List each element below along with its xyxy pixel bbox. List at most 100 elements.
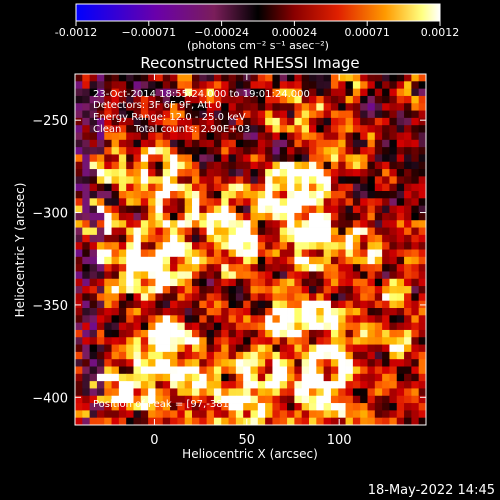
heatmap-cell — [330, 322, 339, 331]
heatmap-cell — [228, 315, 237, 324]
heatmap-cell — [235, 366, 244, 375]
heatmap-cell — [89, 322, 98, 331]
heatmap-cell — [206, 81, 215, 90]
heatmap-cell — [301, 308, 310, 316]
heatmap-cell — [82, 81, 91, 90]
heatmap-cell — [323, 198, 332, 207]
heatmap-cell — [228, 125, 237, 133]
heatmap-cell — [389, 417, 398, 425]
heatmap-cell — [75, 286, 83, 294]
heatmap-cell — [279, 198, 288, 207]
heatmap-cell — [309, 278, 317, 287]
heatmap-cell — [411, 278, 420, 287]
heatmap-cell — [309, 81, 317, 90]
heatmap-cell — [389, 227, 398, 236]
heatmap-cell — [155, 183, 164, 192]
heatmap-cell — [345, 256, 354, 265]
heatmap-cell — [257, 154, 266, 163]
heatmap-cell — [360, 329, 368, 338]
heatmap-cell — [82, 344, 91, 353]
heatmap-cell — [199, 344, 208, 353]
heatmap-cell — [111, 403, 120, 411]
heatmap-cell — [265, 315, 273, 324]
heatmap-cell — [243, 81, 251, 90]
heatmap-cell — [148, 359, 156, 367]
heatmap-cell — [104, 381, 112, 389]
heatmap-cell — [155, 110, 164, 119]
heatmap-cell — [184, 205, 193, 214]
heatmap-cell — [272, 359, 281, 367]
heatmap-cell — [104, 132, 112, 141]
heatmap-cell — [250, 154, 259, 163]
heatmap-cell — [235, 139, 244, 148]
heatmap-cell — [155, 322, 164, 331]
heatmap-cell — [287, 103, 295, 111]
heatmap-cell — [404, 132, 412, 141]
heatmap-cell — [330, 366, 339, 375]
heatmap-cell — [243, 271, 251, 280]
heatmap-cell — [177, 242, 186, 250]
heatmap-cell — [162, 234, 171, 243]
heatmap-cell — [104, 205, 112, 214]
heatmap-cell — [192, 322, 200, 331]
heatmap-cell — [257, 388, 266, 397]
heatmap-cell — [374, 315, 383, 324]
heatmap-cell — [265, 388, 273, 397]
heatmap-cell — [192, 176, 200, 185]
heatmap-cell — [265, 308, 273, 316]
heatmap-cell — [294, 329, 303, 338]
heatmap-cell — [374, 147, 383, 155]
heatmap-cell — [404, 198, 412, 207]
heatmap-cell — [309, 256, 317, 265]
heatmap-cell — [89, 403, 98, 411]
heatmap-cell — [279, 300, 288, 309]
heatmap-cell — [184, 242, 193, 250]
heatmap-cell — [265, 344, 273, 353]
heatmap-cell — [345, 264, 354, 272]
heatmap-cell — [184, 212, 193, 221]
heatmap-cell — [330, 95, 339, 104]
heatmap-cell — [396, 227, 405, 236]
heatmap-cell — [235, 300, 244, 309]
heatmap-cell — [206, 381, 215, 389]
heatmap-cell — [279, 88, 288, 97]
heatmap-cell — [316, 278, 325, 287]
heatmap-cell — [118, 212, 127, 221]
colorbar-tick-label: 0.00071 — [344, 26, 390, 39]
heatmap-cell — [192, 227, 200, 236]
heatmap-cell — [206, 322, 215, 331]
y-tick-label: −250 — [32, 114, 68, 129]
heatmap-cell — [411, 74, 420, 82]
heatmap-cell — [199, 147, 208, 155]
heatmap-cell — [360, 417, 368, 425]
heatmap-cell — [338, 373, 346, 382]
heatmap-cell — [367, 176, 376, 185]
heatmap-cell — [213, 81, 222, 90]
heatmap-cell — [301, 139, 310, 148]
heatmap-cell — [309, 249, 317, 258]
heatmap-cell — [411, 322, 420, 331]
heatmap-cell — [162, 147, 171, 155]
heatmap-cell — [243, 388, 251, 397]
heatmap-cell — [206, 183, 215, 192]
heatmap-cell — [118, 329, 127, 338]
heatmap-cell — [272, 117, 281, 126]
heatmap-cell — [316, 88, 325, 97]
heatmap-cell — [330, 264, 339, 272]
heatmap-cell — [126, 139, 134, 148]
heatmap-cell — [265, 351, 273, 360]
heatmap-cell — [301, 176, 310, 185]
heatmap-cell — [367, 286, 376, 294]
heatmap-cell — [162, 373, 171, 382]
heatmap-cell — [389, 117, 398, 126]
heatmap-cell — [352, 242, 361, 250]
heatmap-cell — [265, 395, 273, 404]
heatmap-cell — [228, 293, 237, 302]
heatmap-cell — [352, 183, 361, 192]
heatmap-cell — [177, 169, 186, 177]
heatmap-cell — [89, 88, 98, 97]
heatmap-cell — [162, 322, 171, 331]
heatmap-cell — [418, 278, 426, 287]
heatmap-cell — [352, 81, 361, 90]
heatmap-cell — [345, 169, 354, 177]
